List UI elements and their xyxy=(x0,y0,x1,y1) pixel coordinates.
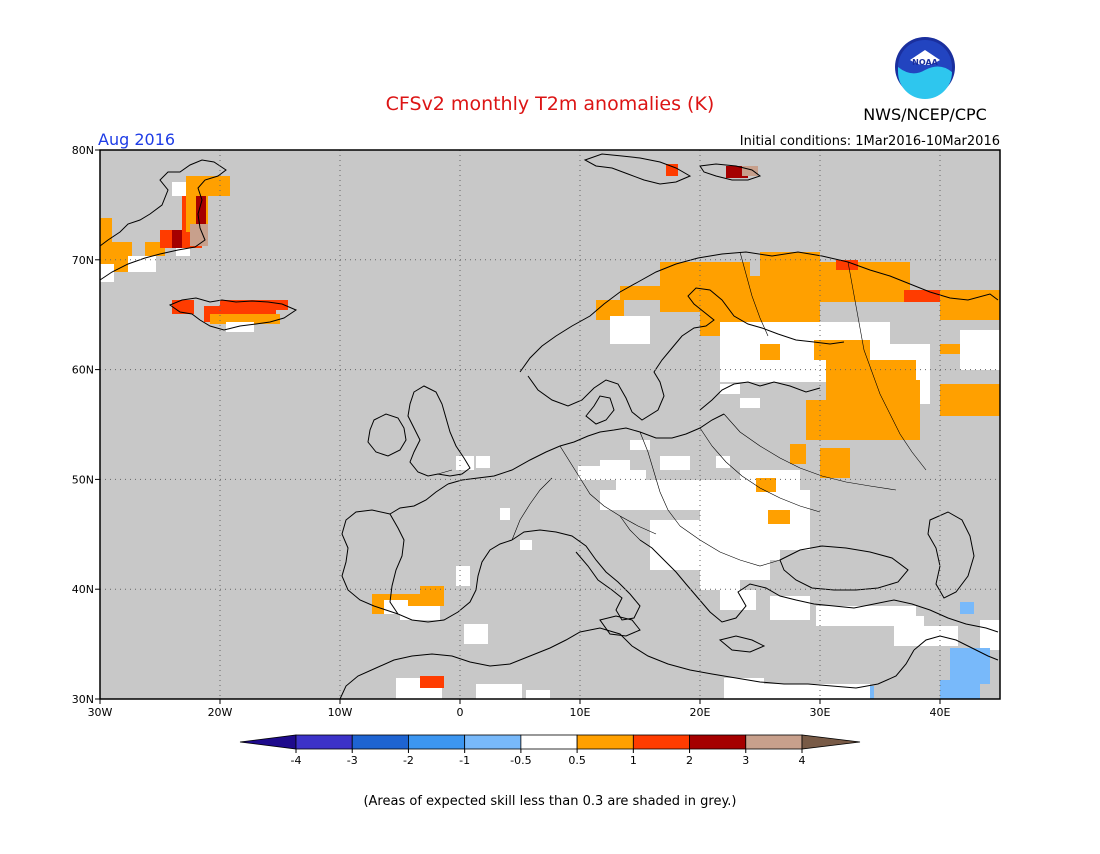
lat-tick-label: 80N xyxy=(72,144,94,157)
agency-label: NWS/NCEP/CPC xyxy=(863,105,987,124)
lat-tick-label: 40N xyxy=(72,583,94,596)
colorbar-segment xyxy=(520,734,578,750)
forecast-month: Aug 2016 xyxy=(98,130,175,149)
colorbar-tick-label: 4 xyxy=(799,754,806,767)
colorbar-tick-label: 2 xyxy=(686,754,693,767)
map-frame xyxy=(99,149,1001,700)
noaa-logo: NOAA xyxy=(895,37,955,99)
skill-footnote: (Areas of expected skill less than 0.3 a… xyxy=(363,794,736,809)
lon-tick-label: 30W xyxy=(88,706,113,719)
lon-tick-label: 0 xyxy=(457,706,464,719)
lat-tick-label: 50N xyxy=(72,473,94,486)
longitude-axis: 30W 20W 10W 0 10E 20E 30E 40E xyxy=(88,699,951,719)
colorbar-segment xyxy=(632,734,690,750)
colorbar-segment xyxy=(689,734,747,750)
colorbar-tick-label: -1 xyxy=(459,754,470,767)
lon-tick-label: 40E xyxy=(930,706,951,719)
lon-tick-label: 20W xyxy=(208,706,233,719)
colorbar-tick-label: -3 xyxy=(347,754,358,767)
colorbar-arrow-high xyxy=(801,734,861,750)
colorbar-segment xyxy=(351,734,409,750)
colorbar-segment xyxy=(464,734,522,750)
lat-tick-label: 30N xyxy=(72,693,94,706)
colorbar-tick-label: -2 xyxy=(403,754,414,767)
colorbar-arrow-low xyxy=(239,734,297,750)
colorbar-tick-label: 3 xyxy=(742,754,749,767)
latitude-axis: 30N 40N 50N 60N 70N 80N xyxy=(72,144,100,706)
initial-conditions: Initial conditions: 1Mar2016-10Mar2016 xyxy=(740,134,1000,149)
colorbar-tick-label: 0.5 xyxy=(568,754,586,767)
coastlines xyxy=(99,153,999,700)
lat-tick-label: 70N xyxy=(72,254,94,267)
lon-tick-label: 30E xyxy=(810,706,831,719)
lon-tick-label: 10W xyxy=(328,706,353,719)
colorbar-segment xyxy=(745,734,803,750)
map-title: CFSv2 monthly T2m anomalies (K) xyxy=(386,93,715,115)
colorbar-tick-label: 1 xyxy=(630,754,637,767)
lon-tick-label: 10E xyxy=(570,706,591,719)
colorbar-segment xyxy=(408,734,466,750)
logo-text: NOAA xyxy=(912,58,938,67)
colorbar-segment xyxy=(576,734,634,750)
colorbar: -4 -3 -2 -1 -0.5 0.5 1 2 3 4 xyxy=(239,734,861,767)
map-grid xyxy=(100,150,1000,699)
colorbar-tick-label: -0.5 xyxy=(510,754,531,767)
lat-tick-label: 60N xyxy=(72,364,94,377)
lon-tick-label: 20E xyxy=(690,706,711,719)
colorbar-tick-label: -4 xyxy=(291,754,302,767)
colorbar-segment xyxy=(295,734,353,750)
